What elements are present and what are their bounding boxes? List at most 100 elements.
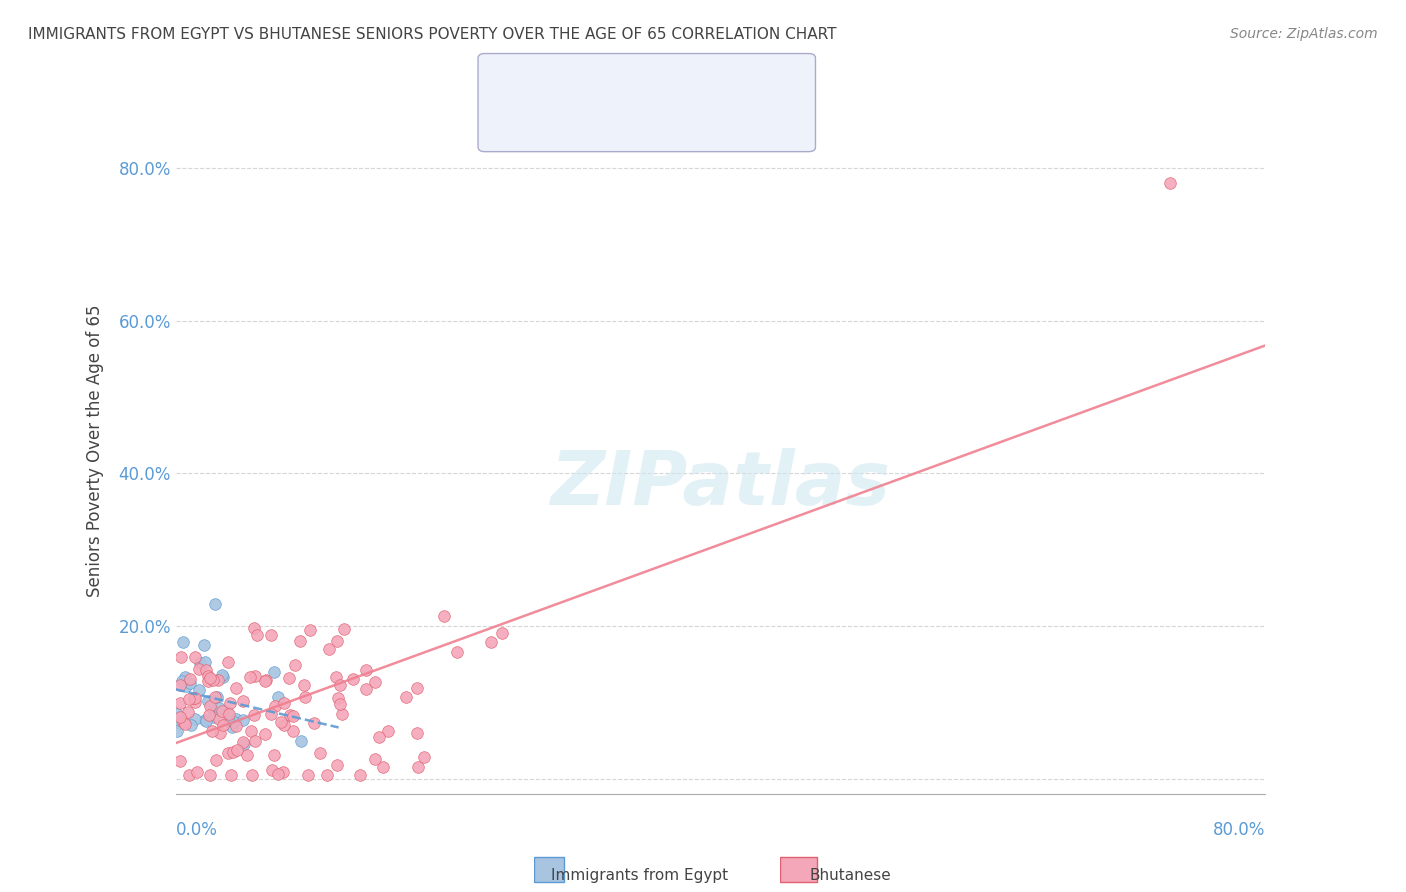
- Point: [169, 755, 191, 769]
- Point: [394, 690, 416, 704]
- Point: [219, 696, 242, 710]
- Point: [218, 707, 240, 722]
- Point: [263, 665, 285, 680]
- Point: [205, 753, 228, 767]
- Point: [406, 760, 429, 774]
- Point: [198, 707, 221, 722]
- Point: [1159, 177, 1181, 191]
- Point: [172, 635, 194, 649]
- Point: [329, 697, 352, 711]
- Point: [169, 696, 191, 710]
- Point: [193, 639, 215, 653]
- Point: [217, 746, 239, 760]
- Point: [172, 714, 194, 729]
- Point: [284, 657, 307, 672]
- Point: [297, 768, 319, 782]
- Point: [318, 642, 340, 657]
- Point: [233, 737, 256, 751]
- Point: [298, 623, 321, 637]
- Point: [198, 671, 221, 685]
- Point: [211, 704, 233, 718]
- Point: [177, 705, 200, 719]
- Point: [173, 671, 195, 685]
- Point: [180, 717, 202, 731]
- Point: [197, 694, 219, 708]
- Point: [316, 768, 339, 782]
- Point: [377, 723, 399, 738]
- Point: [273, 696, 295, 710]
- Point: [197, 673, 219, 688]
- Point: [194, 655, 217, 669]
- Point: [217, 713, 239, 727]
- Point: [232, 693, 254, 707]
- Point: [207, 673, 229, 687]
- Point: [325, 634, 347, 648]
- Point: [224, 714, 246, 729]
- Point: [204, 704, 226, 718]
- Point: [281, 723, 304, 738]
- Point: [201, 724, 224, 739]
- Point: [280, 708, 302, 723]
- Point: [217, 655, 239, 669]
- Point: [349, 768, 371, 782]
- Text: ZIPatlas: ZIPatlas: [551, 449, 890, 521]
- Point: [232, 713, 254, 727]
- Point: [179, 692, 201, 706]
- Point: [215, 705, 238, 719]
- Point: [194, 713, 217, 727]
- Point: [169, 678, 191, 692]
- Point: [242, 621, 264, 635]
- Point: [225, 681, 247, 695]
- Point: [292, 678, 315, 692]
- Text: Source: ZipAtlas.com: Source: ZipAtlas.com: [1230, 27, 1378, 41]
- Point: [328, 691, 350, 706]
- Point: [179, 675, 201, 690]
- Point: [267, 690, 290, 704]
- Point: [197, 669, 219, 683]
- Point: [232, 735, 254, 749]
- Point: [169, 715, 191, 730]
- Point: [202, 710, 225, 724]
- Point: [243, 707, 266, 722]
- Point: [174, 717, 197, 731]
- Point: [239, 724, 262, 739]
- Point: [212, 671, 235, 685]
- Point: [188, 662, 211, 676]
- Point: [166, 707, 188, 722]
- Text: R =: R =: [550, 75, 586, 93]
- Point: [290, 734, 312, 748]
- Text: IMMIGRANTS FROM EGYPT VS BHUTANESE SENIORS POVERTY OVER THE AGE OF 65 CORRELATIO: IMMIGRANTS FROM EGYPT VS BHUTANESE SENIO…: [28, 27, 837, 42]
- Point: [198, 768, 221, 782]
- Point: [219, 768, 242, 782]
- Point: [184, 712, 207, 726]
- Text: 0.0%: 0.0%: [176, 822, 218, 839]
- Point: [262, 763, 284, 777]
- Point: [253, 673, 276, 688]
- Point: [288, 634, 311, 648]
- Point: [174, 679, 197, 693]
- FancyBboxPatch shape: [498, 110, 533, 136]
- Point: [225, 743, 247, 757]
- FancyBboxPatch shape: [780, 856, 817, 881]
- Point: [479, 635, 502, 649]
- Text: 34: 34: [751, 75, 773, 93]
- Point: [222, 745, 245, 759]
- Point: [179, 768, 201, 782]
- Point: [260, 627, 283, 641]
- Point: [354, 681, 377, 696]
- Point: [169, 710, 191, 724]
- Point: [188, 657, 211, 671]
- Point: [245, 669, 267, 683]
- FancyBboxPatch shape: [498, 70, 533, 97]
- Point: [363, 752, 385, 766]
- Point: [294, 690, 316, 704]
- Point: [309, 746, 332, 760]
- Point: [354, 663, 377, 677]
- FancyBboxPatch shape: [534, 856, 564, 881]
- Point: [264, 698, 287, 713]
- Point: [330, 707, 353, 722]
- Point: [273, 717, 295, 731]
- Text: 107: 107: [751, 114, 785, 132]
- Point: [367, 731, 389, 745]
- Text: Bhutanese: Bhutanese: [810, 869, 891, 883]
